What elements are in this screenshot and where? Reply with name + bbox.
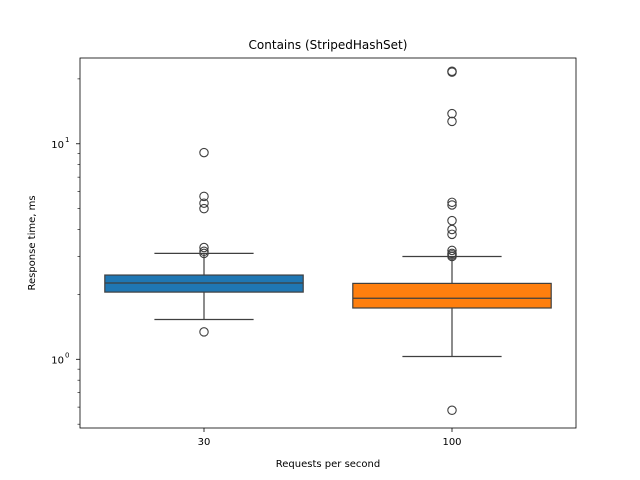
x-tick-label: 30 — [198, 437, 211, 448]
outlier-point — [447, 405, 457, 416]
x-axis-title: Requests per second — [276, 459, 380, 470]
outlier-point — [447, 215, 457, 226]
outlier-point — [199, 327, 209, 337]
outlier-point — [447, 108, 457, 119]
outlier-point — [199, 191, 209, 202]
outlier-point — [447, 197, 457, 208]
y-axis-title: Response time, ms — [27, 195, 38, 290]
outlier-point — [447, 66, 457, 77]
y-tick-label: 10 — [51, 355, 64, 366]
outlier-point — [447, 200, 457, 210]
outlier-point — [199, 246, 209, 257]
iqr-box — [352, 282, 552, 309]
y-tick-label: 10 — [51, 140, 64, 151]
box-group-30 — [104, 147, 304, 337]
axes-frame — [79, 57, 577, 429]
y-tick-label-exponent: 1 — [65, 136, 69, 144]
plot-area — [104, 66, 552, 416]
outlier-point — [447, 116, 457, 127]
chart-title: Contains (StripedHashSet) — [249, 38, 408, 52]
y-tick-label-exponent: 0 — [65, 351, 69, 359]
outlier-point — [199, 147, 209, 158]
box-group-100 — [352, 66, 552, 416]
outlier-point — [199, 203, 209, 214]
outlier-point — [447, 229, 457, 240]
x-tick-label: 100 — [442, 437, 461, 448]
outlier-point — [447, 248, 457, 259]
outlier-point — [199, 242, 209, 253]
outlier-point — [199, 198, 209, 208]
outlier-point — [447, 245, 457, 256]
